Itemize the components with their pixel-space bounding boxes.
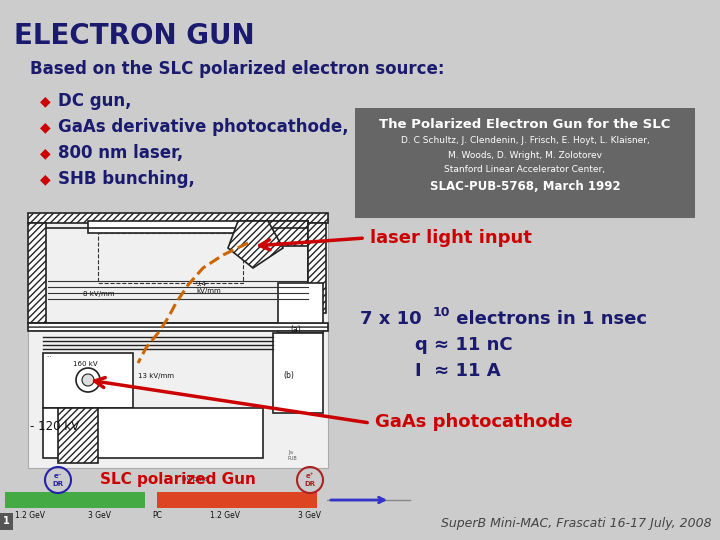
- Text: The Polarized Electron Gun for the SLC: The Polarized Electron Gun for the SLC: [379, 118, 671, 131]
- Bar: [273, 333, 323, 413]
- Bar: [28, 213, 328, 223]
- Bar: [5, 492, 145, 508]
- Text: 10: 10: [433, 306, 451, 319]
- Text: SHB bunching,: SHB bunching,: [58, 170, 195, 188]
- Text: 3 GeV: 3 GeV: [299, 511, 322, 520]
- Text: M. Woods, D. Wright, M. Zolotorev: M. Woods, D. Wright, M. Zolotorev: [448, 151, 602, 160]
- Text: J≈
PUB: J≈ PUB: [288, 450, 298, 461]
- Text: electrons in 1 nsec: electrons in 1 nsec: [450, 310, 647, 328]
- Text: D. C Schultz, J. Clendenin, J. Frisch, E. Hoyt, L. Klaisner,: D. C Schultz, J. Clendenin, J. Frisch, E…: [400, 136, 649, 145]
- Bar: [88, 221, 308, 233]
- Text: 7 x 10: 7 x 10: [360, 310, 422, 328]
- Bar: [308, 223, 326, 313]
- Text: Based on the SLC polarized electron source:: Based on the SLC polarized electron sour…: [30, 60, 444, 78]
- Text: GaAs photocathode: GaAs photocathode: [375, 413, 572, 431]
- Bar: [157, 492, 317, 508]
- Bar: [43, 353, 133, 408]
- Text: 160 kV: 160 kV: [73, 361, 98, 367]
- Text: 1.2 GeV: 1.2 GeV: [210, 511, 240, 520]
- Bar: [145, 492, 157, 508]
- Text: Stanford Linear Accelerator Center,: Stanford Linear Accelerator Center,: [444, 165, 606, 174]
- Bar: [248, 221, 308, 246]
- Bar: [98, 233, 243, 283]
- Circle shape: [82, 374, 94, 386]
- Text: (b): (b): [283, 371, 294, 380]
- Text: 9.4
kV/mm: 9.4 kV/mm: [196, 281, 221, 294]
- Bar: [58, 408, 98, 463]
- Text: SuperB Mini-MAC, Frascati 16-17 July, 2008: SuperB Mini-MAC, Frascati 16-17 July, 20…: [441, 517, 712, 530]
- Text: by pass: by pass: [181, 476, 208, 482]
- Text: ELECTRON GUN: ELECTRON GUN: [14, 22, 255, 50]
- Text: DC gun,: DC gun,: [58, 92, 132, 110]
- Bar: [28, 223, 46, 323]
- Text: I  ≈ 11 A: I ≈ 11 A: [415, 362, 500, 380]
- Bar: [0, 513, 13, 530]
- Text: 1: 1: [3, 516, 10, 526]
- Text: q ≈ 11 nC: q ≈ 11 nC: [415, 336, 513, 354]
- Text: GaAs derivative photocathode,: GaAs derivative photocathode,: [58, 118, 348, 136]
- Text: 3 GeV: 3 GeV: [89, 511, 112, 520]
- Text: SLC polarized Gun: SLC polarized Gun: [100, 472, 256, 487]
- Bar: [28, 323, 328, 331]
- Bar: [43, 228, 308, 323]
- Text: SLAC-PUB-5768, March 1992: SLAC-PUB-5768, March 1992: [430, 180, 621, 193]
- Text: 800 nm laser,: 800 nm laser,: [58, 144, 184, 162]
- Text: e⁺
DR: e⁺ DR: [305, 474, 315, 487]
- FancyBboxPatch shape: [28, 213, 328, 468]
- Text: e⁻
DR: e⁻ DR: [53, 474, 63, 487]
- Circle shape: [76, 368, 100, 392]
- Text: ◆: ◆: [40, 172, 50, 186]
- Text: ◆: ◆: [40, 146, 50, 160]
- Text: ◆: ◆: [40, 94, 50, 108]
- Polygon shape: [228, 221, 283, 268]
- Text: 13 kV/mm: 13 kV/mm: [138, 373, 174, 379]
- Bar: [317, 492, 327, 508]
- Text: ◆: ◆: [40, 120, 50, 134]
- Text: PC: PC: [152, 511, 162, 520]
- Text: (a): (a): [290, 325, 301, 334]
- Text: laser light input: laser light input: [370, 229, 532, 247]
- Text: 1.2 GeV: 1.2 GeV: [15, 511, 45, 520]
- Bar: [43, 408, 263, 458]
- FancyBboxPatch shape: [355, 108, 695, 218]
- Text: 8 kV/mm: 8 kV/mm: [83, 291, 114, 297]
- Text: ...: ...: [46, 353, 51, 358]
- Text: - 120 kV: - 120 kV: [30, 420, 79, 433]
- Bar: [278, 283, 323, 333]
